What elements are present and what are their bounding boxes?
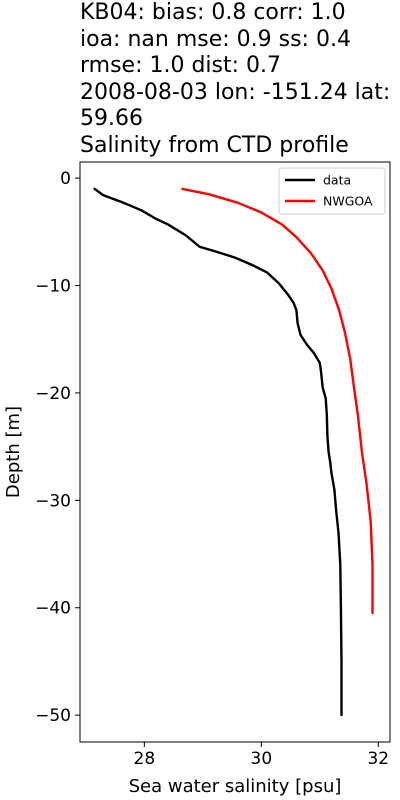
y-tick-label: −10	[35, 277, 71, 297]
series-line-nwgoa	[181, 187, 374, 615]
legend: data NWGOA	[278, 167, 386, 215]
x-tick-label: 28	[134, 749, 156, 769]
x-tick-label: 30	[251, 749, 273, 769]
series-lines	[93, 187, 374, 717]
y-tick-label: −40	[35, 599, 71, 619]
y-tick-label: 0	[60, 169, 71, 189]
title-line-date-position: 2008-08-03 lon: -151.24 lat:	[80, 79, 391, 105]
title-line-description: Salinity from CTD profile	[80, 132, 349, 158]
y-axis-label: Depth [m]	[3, 406, 24, 498]
y-axis-ticks: 0 −10 −20 −30 −40 −50	[35, 169, 80, 726]
title-line-rmse-stats: rmse: 1.0 dist: 0.7	[80, 53, 282, 78]
y-tick-label: −20	[35, 384, 71, 404]
axes-frame	[79, 161, 391, 743]
x-axis-label: Sea water salinity [psu]	[129, 776, 342, 797]
y-tick-label: −50	[35, 706, 71, 726]
y-tick-label: −30	[35, 491, 71, 511]
legend-entry-nwgoa: NWGOA	[323, 194, 373, 209]
series-line-data	[93, 187, 343, 717]
x-axis-ticks: 28 30 32	[134, 742, 389, 769]
legend-entry-data: data	[323, 173, 351, 188]
chart-title: KB04: bias: 0.8 corr: 1.0 ioa: nan mse: …	[80, 0, 400, 159]
title-line-ioa-stats: ioa: nan mse: 0.9 ss: 0.4	[80, 26, 351, 52]
title-line-latitude: 59.66	[80, 106, 143, 131]
title-line-station-stats: KB04: bias: 0.8 corr: 1.0	[80, 0, 346, 25]
x-tick-label: 32	[367, 749, 389, 769]
